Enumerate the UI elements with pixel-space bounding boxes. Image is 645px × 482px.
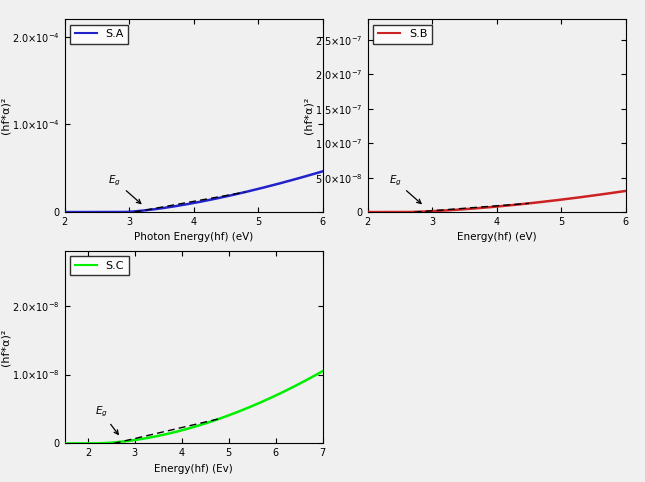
Y-axis label: (hf*α)²: (hf*α)² [304,97,313,134]
X-axis label: Energy(hf) (eV): Energy(hf) (eV) [457,232,537,242]
X-axis label: Energy(hf) (Ev): Energy(hf) (Ev) [154,464,233,474]
Text: $E_g$: $E_g$ [389,174,421,203]
X-axis label: Photon Energy(hf) (eV): Photon Energy(hf) (eV) [134,232,253,242]
Text: $E_g$: $E_g$ [108,174,141,203]
Legend: S.A: S.A [70,25,128,44]
Legend: S.C: S.C [70,256,128,275]
Text: $E_g$: $E_g$ [95,405,118,434]
Y-axis label: (hf*α)²: (hf*α)² [1,97,10,134]
Legend: S.B: S.B [373,25,432,44]
Y-axis label: (hf*α)²: (hf*α)² [1,328,10,366]
